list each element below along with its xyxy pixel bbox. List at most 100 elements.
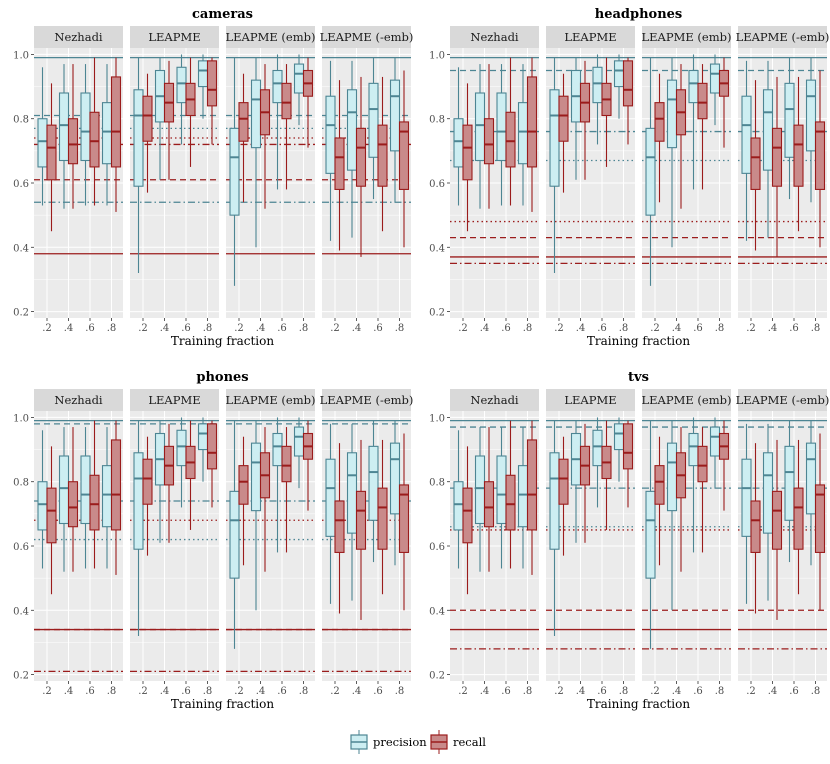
recall-box <box>89 474 100 531</box>
recall-box <box>622 423 634 470</box>
precision-box <box>762 452 774 534</box>
recall-box <box>110 439 122 531</box>
x-tick-label: .8 <box>203 686 213 697</box>
precision-box <box>805 79 817 152</box>
y-tick-label: 1.0 <box>13 50 29 61</box>
facet-label: LEAPME <box>564 30 616 44</box>
facet-strip <box>450 389 539 411</box>
legend: precision recall <box>350 730 486 754</box>
recall-box <box>238 465 249 505</box>
facet-strip <box>226 26 315 48</box>
x-tick-label: .4 <box>480 686 490 697</box>
precision-box <box>346 452 358 534</box>
precision-box <box>517 102 529 165</box>
x-tick-label: .2 <box>746 686 756 697</box>
x-tick-label: .2 <box>650 323 660 334</box>
precision-box <box>58 92 70 162</box>
x-tick-label: .4 <box>768 686 778 697</box>
precision-box <box>666 442 678 512</box>
precision-box <box>293 63 305 94</box>
y-tick-label: 0.6 <box>13 179 29 190</box>
x-tick-label: .6 <box>693 323 703 334</box>
precision-box <box>325 95 336 174</box>
y-tick-label: 0.4 <box>13 606 29 617</box>
precision-box <box>784 445 795 521</box>
recall-box <box>142 458 153 505</box>
precision-box <box>176 429 187 467</box>
facet-label: LEAPME (emb) <box>642 393 732 407</box>
recall-box <box>558 95 569 142</box>
facet-strip <box>450 26 539 48</box>
facet-label: LEAPME (-emb) <box>736 393 830 407</box>
precision-box <box>666 79 678 149</box>
recall-box <box>142 95 153 142</box>
precision-box <box>517 465 529 528</box>
facet-label: LEAPME (-emb) <box>320 30 414 44</box>
recall-box <box>355 127 367 187</box>
x-tick-label: .6 <box>85 323 95 334</box>
x-tick-label: .2 <box>234 323 244 334</box>
recall-box <box>505 474 516 531</box>
y-tick-label: 0.8 <box>429 115 445 126</box>
recall-box <box>355 490 367 550</box>
facet-strip <box>34 389 123 411</box>
recall-box <box>483 118 495 165</box>
precision-box <box>58 455 70 525</box>
x-tick-label: .8 <box>619 323 629 334</box>
recall-box <box>67 481 79 528</box>
facet-strip <box>642 26 731 48</box>
y-tick-label: 0.2 <box>429 308 445 319</box>
x-tick-label: .4 <box>576 686 586 697</box>
precision-box <box>741 95 752 174</box>
recall-box <box>814 121 826 190</box>
recall-box <box>398 484 410 553</box>
panel-cameras: cameras 0.2 0.4 0.6 0.8 1.0 Nezhadi .2 .4 .6 .8 LEA… <box>13 7 413 348</box>
panel-headphones: headphones 0.2 0.4 0.6 0.8 1.0 Nezhadi .2 .4 .6 .8… <box>429 7 829 348</box>
x-tick-label: .4 <box>352 323 362 334</box>
recall-box <box>622 60 634 107</box>
x-tick-label: .6 <box>789 323 799 334</box>
recall-box <box>398 121 410 190</box>
x-tick-label: .8 <box>715 686 725 697</box>
precision-box <box>197 423 209 451</box>
recall-box <box>558 458 569 505</box>
precision-box <box>805 442 817 515</box>
y-tick-label: 0.6 <box>429 542 445 553</box>
x-tick-label: .4 <box>576 323 586 334</box>
precision-box <box>368 82 379 158</box>
x-tick-label: .8 <box>523 323 533 334</box>
y-tick-label: 0.2 <box>13 308 29 319</box>
precision-box <box>272 432 283 467</box>
x-tick-label: .6 <box>373 323 383 334</box>
precision-box <box>346 89 358 171</box>
x-tick-label: .6 <box>597 323 607 334</box>
y-tick-label: 0.4 <box>429 243 445 254</box>
legend-label-recall: recall <box>453 735 486 749</box>
y-tick-label: 0.4 <box>13 243 29 254</box>
facet-strip <box>642 389 731 411</box>
precision-box <box>784 82 795 158</box>
x-tick-label: .4 <box>480 323 490 334</box>
x-tick-label: .4 <box>160 686 170 697</box>
facet-label: LEAPME (-emb) <box>736 30 830 44</box>
precision-box <box>197 60 209 88</box>
recall-box <box>377 487 388 550</box>
legend-label-precision: precision <box>373 735 427 749</box>
precision-box <box>709 426 721 457</box>
recall-box <box>462 487 473 544</box>
recall-box <box>814 484 826 553</box>
panel-title: phones <box>196 370 248 385</box>
recall-box <box>697 82 708 120</box>
y-tick-label: 0.8 <box>13 115 29 126</box>
x-tick-label: .2 <box>554 323 564 334</box>
x-tick-label: .2 <box>746 323 756 334</box>
recall-box <box>750 500 761 553</box>
precision-box <box>741 458 752 537</box>
y-tick-label: 0.6 <box>429 179 445 190</box>
recall-box <box>505 111 516 168</box>
x-tick-label: .8 <box>203 323 213 334</box>
x-tick-label: .2 <box>138 686 148 697</box>
precision-box <box>688 432 699 467</box>
recall-box <box>750 137 761 190</box>
